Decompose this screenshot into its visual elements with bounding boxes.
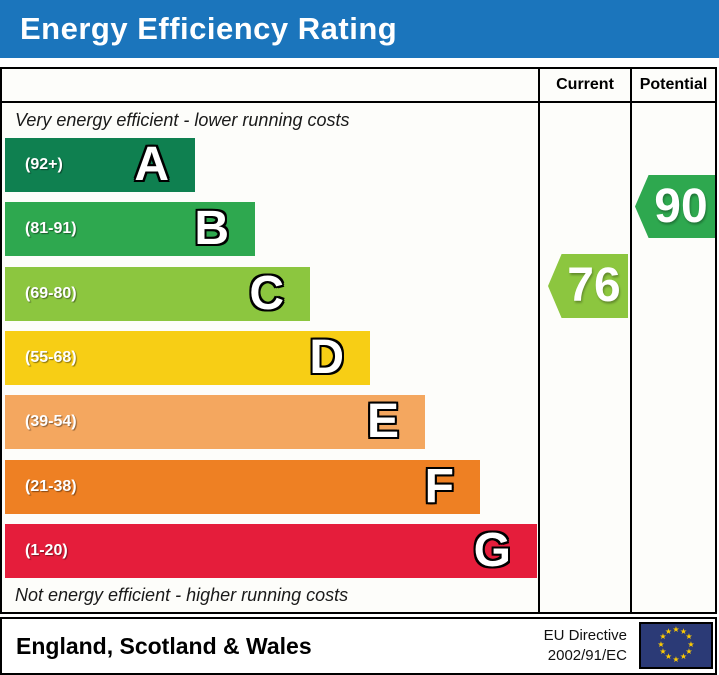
band-letter: B [194, 202, 229, 255]
top-note: Very energy efficient - lower running co… [15, 110, 350, 130]
eu-star-icon: ★ [687, 639, 695, 649]
eu-star-icon: ★ [659, 632, 667, 641]
page-title: Energy Efficiency Rating [20, 11, 398, 46]
band-range-label: (92+) [25, 156, 63, 173]
band-letter: D [309, 331, 344, 384]
eu-star-icon: ★ [672, 654, 680, 664]
eu-star-icon: ★ [659, 647, 667, 656]
bottom-note: Not energy efficient - higher running co… [15, 585, 349, 605]
eu-directive-label: EU Directive 2002/91/EC [544, 626, 627, 666]
band-row-G: (1-20) G [5, 524, 537, 578]
potential-column-divider [630, 69, 632, 612]
band-row-F: (21-38) F [5, 460, 480, 514]
band-letter: E [366, 395, 399, 448]
potential-rating-value: 90 [654, 179, 708, 233]
eu-star-icon: ★ [672, 624, 680, 634]
eu-star-icon: ★ [685, 647, 693, 656]
current-column-divider [538, 69, 540, 612]
band-row-C: (69-80) C [5, 267, 310, 321]
column-header-current: Current [556, 76, 614, 93]
band-range-label: (55-68) [25, 349, 77, 366]
band-letter: G [473, 524, 511, 577]
band-range-label: (39-54) [25, 413, 77, 430]
eu-flag-icon: ★ ★ ★ ★ ★ ★ ★ ★ ★ ★ ★ ★ [639, 622, 713, 669]
current-rating-value: 76 [567, 259, 621, 312]
eu-star-icon: ★ [685, 632, 693, 641]
eu-star-icon: ★ [664, 652, 673, 662]
band-range-label: (69-80) [25, 285, 77, 302]
eu-star-icon: ★ [679, 626, 688, 636]
band-row-B: (81-91) B [5, 202, 255, 256]
column-header-potential: Potential [639, 76, 708, 93]
band-range-label: (1-20) [25, 542, 68, 559]
eu-star-icon: ★ [679, 652, 688, 662]
band-letter: A [134, 138, 169, 191]
band-row-E: (39-54) E [5, 395, 425, 449]
rating-table: Current Potential Very energy efficient … [0, 67, 717, 614]
band-letter: F [424, 460, 454, 513]
eu-star-icon: ★ [664, 626, 673, 636]
eu-star-icon: ★ [657, 639, 665, 649]
band-row-D: (55-68) D [5, 331, 370, 385]
header-row-divider [2, 101, 715, 103]
current-rating-arrow: 76 [548, 254, 628, 318]
region-label: England, Scotland & Wales [16, 633, 312, 659]
band-range-label: (81-91) [25, 220, 77, 237]
footer: England, Scotland & Wales EU Directive 2… [0, 617, 717, 675]
potential-rating-arrow: 90 [635, 175, 715, 238]
title-bar: Energy Efficiency Rating [0, 0, 719, 58]
band-letter: C [249, 267, 284, 320]
band-row-A: (92+) A [5, 138, 195, 192]
eu-directive-line1: EU Directive [543, 627, 627, 644]
band-range-label: (21-38) [25, 478, 77, 495]
eu-directive-line2: 2002/91/EC [547, 647, 627, 664]
